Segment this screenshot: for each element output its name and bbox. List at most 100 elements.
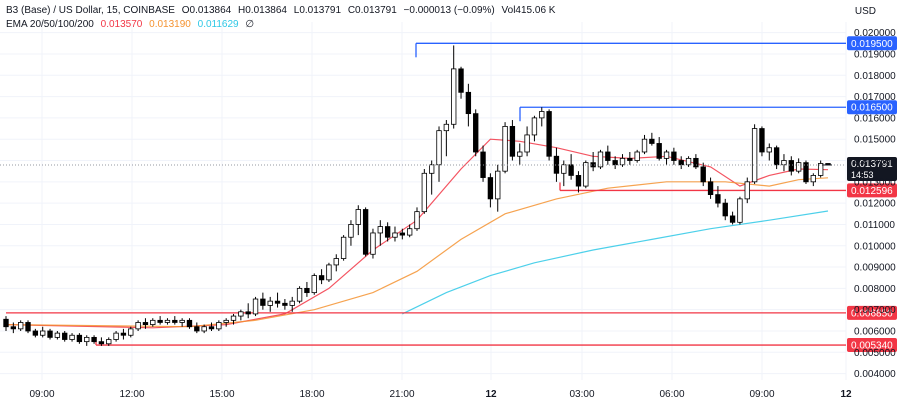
price-levels: 0.019500 0.016500 0.012596 0.006850 0.005340: [6, 36, 897, 353]
symbol-title[interactable]: B3 (Base) / US Dollar, 15, COINBASE: [6, 5, 175, 16]
time-tick-label: 09:00: [29, 389, 54, 400]
price-tick-label: 0.007000: [854, 305, 896, 316]
countdown-label: 14:53: [851, 170, 874, 180]
ema20-value: 0.013570: [100, 19, 143, 30]
price-tick-label: 0.017000: [854, 92, 896, 103]
candle-body: [267, 300, 273, 306]
candle-body: [377, 226, 383, 234]
candle-body: [663, 151, 670, 159]
ema100-value: 0.011629: [197, 19, 239, 30]
price-tick-label: 0.008000: [854, 284, 896, 295]
candle-body: [619, 157, 626, 166]
candle-body: [201, 326, 207, 332]
chart-legend: B3 (Base) / US Dollar, 15, COINBASE O0.0…: [6, 4, 555, 32]
candle-body: [451, 68, 457, 125]
volume-value: 415.06 K: [515, 5, 556, 16]
candle-body: [539, 111, 545, 119]
change-value: −0.000013 (−0.09%): [403, 5, 495, 16]
candle-body: [230, 315, 237, 321]
price-tick-label: 0.020000: [854, 28, 896, 39]
candle-body: [722, 202, 728, 217]
ema50-value: 0.013190: [149, 19, 191, 30]
candle-body: [795, 162, 802, 172]
price-tick-label: 0.013000: [854, 177, 896, 188]
time-axis[interactable]: 09:00 12:00 15:00 18:00 21:00 12 03:00 06:00 09:…: [29, 389, 852, 400]
ema-row: EMA 20/50/100/200 0.013570 0.013190 0.01…: [6, 18, 555, 32]
level-price-label: 0.016500: [851, 103, 893, 114]
level-price-tag: [847, 100, 897, 115]
candle-body: [781, 160, 787, 166]
symbol-row: B3 (Base) / US Dollar, 15, COINBASE O0.0…: [6, 4, 555, 18]
candle-body: [54, 332, 61, 338]
candle-body: [62, 332, 68, 340]
candle-body: [744, 181, 750, 200]
volume-label: Vol: [501, 5, 516, 16]
price-tick-label: 0.016000: [854, 113, 896, 124]
candle-body: [766, 147, 772, 153]
candle-body: [773, 147, 780, 166]
candle-body: [208, 326, 215, 330]
candle-body: [3, 318, 9, 328]
open-value: 0.013864: [189, 5, 232, 16]
price-tick-label: 0.010000: [854, 241, 896, 252]
candle-body: [671, 151, 677, 161]
candle-body: [150, 319, 156, 325]
candle-body: [157, 319, 163, 323]
price-tick-label: 0.018000: [854, 71, 896, 82]
candle-body: [729, 215, 736, 223]
candle-body: [91, 336, 97, 343]
low-value: 0.013791: [299, 5, 342, 16]
candle-body: [700, 166, 706, 183]
current-price-tag: [847, 156, 897, 181]
candle-body: [465, 91, 472, 115]
time-tick-label: 03:00: [569, 389, 594, 400]
candle-body: [414, 211, 420, 230]
price-axis[interactable]: 0.020000 0.019000 0.018000 0.017000 0.016000…: [854, 28, 896, 380]
candle-body: [120, 332, 127, 336]
candle-body: [707, 181, 714, 196]
candle-body: [355, 209, 361, 225]
price-tick-label: 0.012000: [854, 199, 896, 210]
candle-body: [333, 258, 339, 266]
candle-body: [172, 319, 178, 323]
candle-body: [575, 175, 582, 187]
time-tick-label: 15:00: [209, 389, 234, 400]
price-tick-label: 0.004000: [854, 369, 896, 380]
candle-body: [238, 311, 244, 317]
candle-body: [252, 298, 259, 315]
candle-body: [568, 164, 574, 176]
ema-label[interactable]: EMA 20/50/100/200: [6, 19, 94, 30]
candle-body: [502, 126, 508, 172]
candle-body: [458, 68, 464, 93]
candle-body: [289, 300, 295, 306]
level-price-tag: [847, 305, 897, 320]
candle-body: [751, 128, 758, 183]
candle-body: [76, 334, 83, 343]
candle-body: [693, 157, 699, 168]
ema-line-1: [5, 177, 829, 328]
candle-body: [128, 328, 134, 336]
candle-body: [649, 138, 655, 144]
time-tick-label: 06:00: [659, 389, 684, 400]
time-tick-label: 21:00: [389, 389, 414, 400]
currency-selector[interactable]: USD: [854, 6, 876, 17]
candle-body: [399, 232, 405, 236]
level-price-tag: [847, 36, 897, 51]
candle-body: [98, 341, 105, 345]
low-label: L: [293, 5, 300, 16]
level-price-label: 0.006850: [851, 308, 893, 319]
candle-body: [282, 302, 288, 306]
candle-body: [583, 162, 589, 187]
candle-body: [69, 334, 75, 340]
price-tick-label: 0.015000: [854, 135, 896, 146]
candle-body: [223, 319, 229, 323]
candle-body: [517, 151, 523, 157]
candle-body: [304, 287, 310, 294]
candles: [3, 45, 831, 346]
candle-body: [627, 157, 633, 161]
price-tick-label: 0.009000: [854, 263, 896, 274]
candle-body: [546, 111, 552, 157]
level-price-tag: [847, 338, 897, 353]
candle-body: [348, 224, 354, 238]
